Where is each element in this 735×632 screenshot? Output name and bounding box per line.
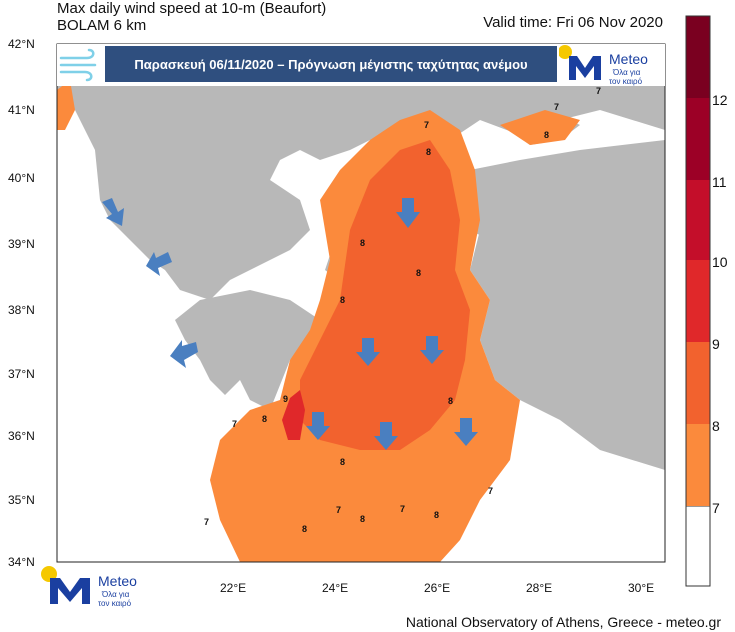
meteo-logo-top: Meteo Όλα για τον καιρό xyxy=(559,45,648,86)
wind-arrow-icon xyxy=(306,412,330,440)
wind-icon xyxy=(59,48,97,82)
forecast-banner: Παρασκευή 06/11/2020 – Πρόγνωση μέγιστης… xyxy=(57,44,665,86)
svg-text:26°E: 26°E xyxy=(424,581,450,595)
wind-arrow-icon xyxy=(146,252,172,276)
map-title: Max daily wind speed at 10-m (Beaufort) xyxy=(57,0,327,17)
svg-text:7: 7 xyxy=(596,86,601,96)
colorbar-label-9: 9 xyxy=(712,336,720,352)
svg-text:Meteo: Meteo xyxy=(98,573,137,589)
banner-title: Παρασκευή 06/11/2020 – Πρόγνωση μέγιστης… xyxy=(105,46,557,82)
colorbar-label-7: 7 xyxy=(712,500,720,516)
model-subtitle: BOLAM 6 km xyxy=(57,17,147,34)
svg-text:7: 7 xyxy=(400,504,405,514)
svg-text:8: 8 xyxy=(544,130,549,140)
svg-text:41°N: 41°N xyxy=(8,103,35,117)
svg-text:28°E: 28°E xyxy=(526,581,552,595)
longitude-labels: 22°E 24°E 26°E 28°E 30°E xyxy=(220,581,654,595)
svg-text:7: 7 xyxy=(488,486,493,496)
latitude-labels: 42°N 41°N 40°N 39°N 38°N 37°N 36°N 35°N … xyxy=(8,37,35,569)
wind-field xyxy=(57,80,580,562)
svg-text:9: 9 xyxy=(283,394,288,404)
wind-arrow-icon xyxy=(420,336,444,364)
svg-text:7: 7 xyxy=(554,102,559,112)
svg-text:7: 7 xyxy=(336,505,341,515)
wind-arrows xyxy=(102,198,478,450)
svg-text:8: 8 xyxy=(426,147,431,157)
svg-text:τον καιρό: τον καιρό xyxy=(609,77,643,86)
svg-text:40°N: 40°N xyxy=(8,171,35,185)
svg-text:35°N: 35°N xyxy=(8,493,35,507)
svg-text:8: 8 xyxy=(340,295,345,305)
svg-text:7: 7 xyxy=(232,419,237,429)
wind-arrow-icon xyxy=(170,340,198,368)
svg-text:8: 8 xyxy=(360,514,365,524)
svg-text:8: 8 xyxy=(302,524,307,534)
svg-text:τον καιρό: τον καιρό xyxy=(98,599,132,608)
wind-arrow-icon xyxy=(374,422,398,450)
svg-text:8: 8 xyxy=(434,510,439,520)
svg-text:39°N: 39°N xyxy=(8,237,35,251)
svg-text:42°N: 42°N xyxy=(8,37,35,51)
svg-text:30°E: 30°E xyxy=(628,581,654,595)
svg-text:Όλα για: Όλα για xyxy=(612,68,641,77)
wind-arrow-icon xyxy=(396,198,420,228)
svg-text:37°N: 37°N xyxy=(8,367,35,381)
meteo-logo-bottom: Meteo Όλα για τον καιρό xyxy=(41,566,137,608)
wind-arrow-icon xyxy=(356,338,380,366)
valid-time: Valid time: Fri 06 Nov 2020 xyxy=(483,14,663,31)
colorbar-label-11: 11 xyxy=(712,174,727,190)
colorbar xyxy=(685,15,711,587)
svg-text:8: 8 xyxy=(262,414,267,424)
svg-text:7: 7 xyxy=(204,517,209,527)
colorbar-label-8: 8 xyxy=(712,418,720,434)
svg-text:8: 8 xyxy=(416,268,421,278)
colorbar-label-10: 10 xyxy=(712,254,728,270)
svg-text:8: 8 xyxy=(340,457,345,467)
svg-text:8: 8 xyxy=(360,238,365,248)
wind-arrow-icon xyxy=(454,418,478,446)
svg-text:7: 7 xyxy=(424,120,429,130)
svg-text:34°N: 34°N xyxy=(8,555,35,569)
contour-labels: 7 7 8 8 8 8 8 7 8 9 7 8 7 8 7 8 7 8 8 7 xyxy=(204,86,601,534)
svg-text:36°N: 36°N xyxy=(8,429,35,443)
svg-text:24°E: 24°E xyxy=(322,581,348,595)
svg-text:22°E: 22°E xyxy=(220,581,246,595)
svg-text:38°N: 38°N xyxy=(8,303,35,317)
svg-text:8: 8 xyxy=(448,396,453,406)
footer-credit: National Observatory of Athens, Greece -… xyxy=(405,614,721,630)
svg-text:Όλα για: Όλα για xyxy=(101,590,130,599)
colorbar-label-12: 12 xyxy=(712,92,728,108)
svg-text:Meteo: Meteo xyxy=(609,51,648,67)
wind-arrow-icon xyxy=(102,198,124,226)
